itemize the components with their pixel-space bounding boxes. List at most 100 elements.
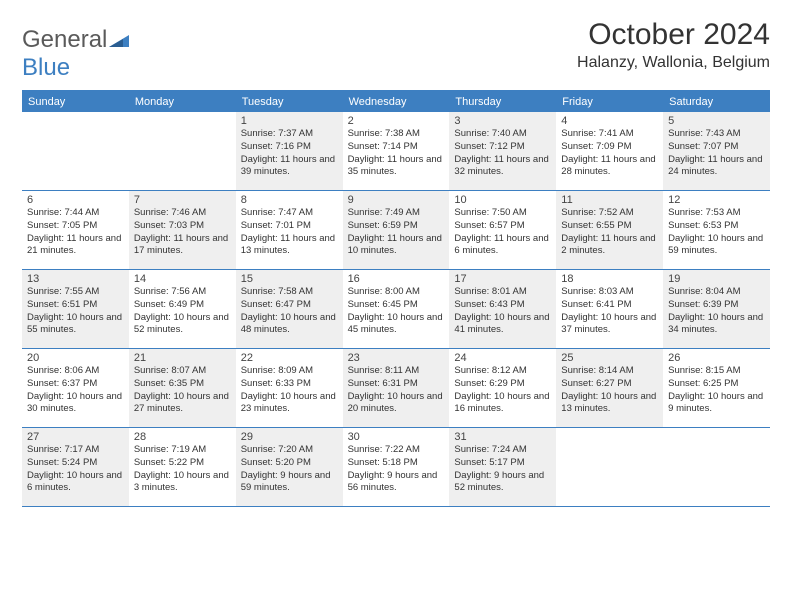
daylight-text: Daylight: 11 hours and 13 minutes. (241, 233, 338, 259)
sunset-text: Sunset: 5:18 PM (348, 457, 445, 470)
sunset-text: Sunset: 6:27 PM (561, 378, 658, 391)
sunset-text: Sunset: 7:07 PM (668, 141, 765, 154)
weekday-header: Monday (129, 92, 236, 112)
sunrise-text: Sunrise: 8:03 AM (561, 286, 658, 299)
day-number: 21 (134, 352, 231, 364)
sunset-text: Sunset: 7:05 PM (27, 220, 124, 233)
sunset-text: Sunset: 6:59 PM (348, 220, 445, 233)
day-number: 15 (241, 273, 338, 285)
logo: GeneralBlue (22, 18, 129, 82)
location-text: Halanzy, Wallonia, Belgium (577, 54, 770, 72)
weeks-container: 1Sunrise: 7:37 AMSunset: 7:16 PMDaylight… (22, 112, 770, 507)
calendar-day: 25Sunrise: 8:14 AMSunset: 6:27 PMDayligh… (556, 349, 663, 427)
sunset-text: Sunset: 7:09 PM (561, 141, 658, 154)
day-number: 7 (134, 194, 231, 206)
calendar-day: 7Sunrise: 7:46 AMSunset: 7:03 PMDaylight… (129, 191, 236, 269)
calendar-day: 2Sunrise: 7:38 AMSunset: 7:14 PMDaylight… (343, 112, 450, 190)
daylight-text: Daylight: 11 hours and 39 minutes. (241, 154, 338, 180)
day-number: 14 (134, 273, 231, 285)
day-number: 28 (134, 431, 231, 443)
day-number: 22 (241, 352, 338, 364)
daylight-text: Daylight: 10 hours and 48 minutes. (241, 312, 338, 338)
day-number: 27 (27, 431, 124, 443)
daylight-text: Daylight: 10 hours and 9 minutes. (668, 391, 765, 417)
sunrise-text: Sunrise: 7:50 AM (454, 207, 551, 220)
weekday-header-row: Sunday Monday Tuesday Wednesday Thursday… (22, 92, 770, 112)
day-number: 18 (561, 273, 658, 285)
header: GeneralBlue October 2024 Halanzy, Wallon… (22, 18, 770, 82)
calendar-week: 27Sunrise: 7:17 AMSunset: 5:24 PM Dayligh… (22, 428, 770, 507)
sunset-text: Sunset: 6:47 PM (241, 299, 338, 312)
sunrise-text: Sunrise: 7:58 AM (241, 286, 338, 299)
calendar-day: 26Sunrise: 8:15 AMSunset: 6:25 PMDayligh… (663, 349, 770, 427)
sunrise-text: Sunrise: 7:20 AM (241, 444, 338, 457)
sunset-text: Sunset: 7:03 PM (134, 220, 231, 233)
day-number: 6 (27, 194, 124, 206)
calendar-day: 9Sunrise: 7:49 AMSunset: 6:59 PMDaylight… (343, 191, 450, 269)
daylight-text: Daylight: 9 hours and 52 minutes. (454, 470, 551, 496)
day-number: 13 (27, 273, 124, 285)
day-number: 31 (454, 431, 551, 443)
sunset-text: Sunset: 6:49 PM (134, 299, 231, 312)
sunset-text: Sunset: 6:45 PM (348, 299, 445, 312)
sunrise-text: Sunrise: 8:15 AM (668, 365, 765, 378)
day-number: 9 (348, 194, 445, 206)
sunset-text: Sunset: 6:53 PM (668, 220, 765, 233)
daylight-text: Daylight: 11 hours and 28 minutes. (561, 154, 658, 180)
day-number: 17 (454, 273, 551, 285)
day-number: 1 (241, 115, 338, 127)
calendar-day: 29Sunrise: 7:20 AMSunset: 5:20 PMDayligh… (236, 428, 343, 506)
sunrise-text: Sunrise: 8:12 AM (454, 365, 551, 378)
day-number: 30 (348, 431, 445, 443)
sunrise-text: Sunrise: 8:09 AM (241, 365, 338, 378)
daylight-text: Daylight: 10 hours and 52 minutes. (134, 312, 231, 338)
sunset-text: Sunset: 5:22 PM (134, 457, 231, 470)
day-number: 20 (27, 352, 124, 364)
sunrise-text: Sunrise: 8:11 AM (348, 365, 445, 378)
day-number: 10 (454, 194, 551, 206)
day-number: 3 (454, 115, 551, 127)
calendar-day: 28Sunrise: 7:19 AMSunset: 5:22 PMDayligh… (129, 428, 236, 506)
calendar-day: 13Sunrise: 7:55 AMSunset: 6:51 PMDayligh… (22, 270, 129, 348)
daylight-text: Daylight: 11 hours and 32 minutes. (454, 154, 551, 180)
daylight-text: Daylight: 10 hours and 34 minutes. (668, 312, 765, 338)
calendar-day: 3Sunrise: 7:40 AMSunset: 7:12 PMDaylight… (449, 112, 556, 190)
calendar-day: 18Sunrise: 8:03 AMSunset: 6:41 PMDayligh… (556, 270, 663, 348)
daylight-text: Daylight: 10 hours and 30 minutes. (27, 391, 124, 417)
daylight-text: Daylight: 10 hours and 55 minutes. (27, 312, 124, 338)
calendar-week: 1Sunrise: 7:37 AMSunset: 7:16 PMDaylight… (22, 112, 770, 191)
sunrise-text: Sunrise: 7:19 AM (134, 444, 231, 457)
sunrise-text: Sunrise: 8:00 AM (348, 286, 445, 299)
weekday-header: Thursday (449, 92, 556, 112)
sunset-text: Sunset: 6:35 PM (134, 378, 231, 391)
sunset-text: Sunset: 7:14 PM (348, 141, 445, 154)
sunrise-text: Sunrise: 7:46 AM (134, 207, 231, 220)
day-number: 29 (241, 431, 338, 443)
sunrise-text: Sunrise: 7:37 AM (241, 128, 338, 141)
sunset-text: Sunset: 6:43 PM (454, 299, 551, 312)
sunrise-text: Sunrise: 7:53 AM (668, 207, 765, 220)
sunrise-text: Sunrise: 7:24 AM (454, 444, 551, 457)
calendar-day: 21Sunrise: 8:07 AMSunset: 6:35 PMDayligh… (129, 349, 236, 427)
calendar-day: 31Sunrise: 7:24 AMSunset: 5:17 PMDayligh… (449, 428, 556, 506)
calendar-day: 30Sunrise: 7:22 AMSunset: 5:18 PMDayligh… (343, 428, 450, 506)
sunset-text: Sunset: 7:12 PM (454, 141, 551, 154)
sunrise-text: Sunrise: 7:17 AM (27, 444, 124, 457)
sunset-text: Sunset: 6:51 PM (27, 299, 124, 312)
sunrise-text: Sunrise: 7:52 AM (561, 207, 658, 220)
calendar-day: 12Sunrise: 7:53 AMSunset: 6:53 PMDayligh… (663, 191, 770, 269)
calendar-day: 15Sunrise: 7:58 AMSunset: 6:47 PMDayligh… (236, 270, 343, 348)
sunset-text: Sunset: 5:24 PM (27, 457, 124, 470)
daylight-text: Daylight: 9 hours and 56 minutes. (348, 470, 445, 496)
calendar-day: 23Sunrise: 8:11 AMSunset: 6:31 PMDayligh… (343, 349, 450, 427)
calendar-day (129, 112, 236, 190)
daylight-text: Daylight: 11 hours and 10 minutes. (348, 233, 445, 259)
sunset-text: Sunset: 6:31 PM (348, 378, 445, 391)
sunrise-text: Sunrise: 8:07 AM (134, 365, 231, 378)
calendar-week: 13Sunrise: 7:55 AMSunset: 6:51 PMDayligh… (22, 270, 770, 349)
calendar: Sunday Monday Tuesday Wednesday Thursday… (22, 90, 770, 507)
calendar-day: 14Sunrise: 7:56 AMSunset: 6:49 PMDayligh… (129, 270, 236, 348)
daylight-text: Daylight: 10 hours and 23 minutes. (241, 391, 338, 417)
sunrise-text: Sunrise: 7:56 AM (134, 286, 231, 299)
sunrise-text: Sunrise: 7:47 AM (241, 207, 338, 220)
